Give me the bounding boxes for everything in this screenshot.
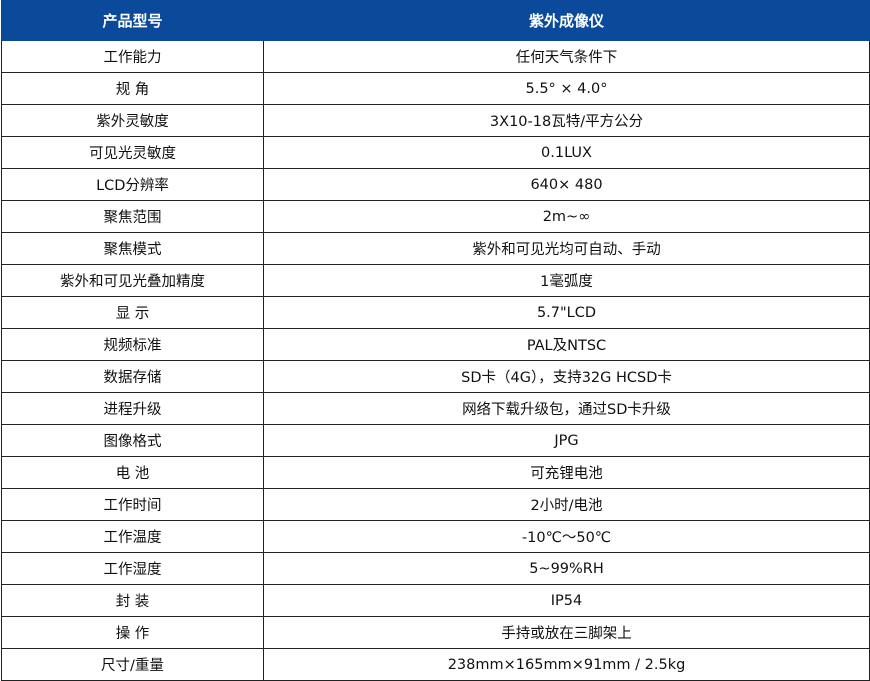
spec-label: 封 装 xyxy=(1,584,264,617)
spec-label: 图像格式 xyxy=(1,424,264,457)
table-row: 数据存储 SD卡（4G），支持32G HCSD卡 xyxy=(1,360,870,393)
table-row: 聚焦模式 紫外和可见光均可自动、手动 xyxy=(1,232,870,265)
spec-rows: 工作能力 任何天气条件下规 角 5.5° × 4.0° 紫外灵敏度 3X10-18瓦特/… xyxy=(1,40,870,681)
spec-value: -10℃～50℃ xyxy=(263,520,870,553)
spec-label: 规频标准 xyxy=(1,328,264,361)
header-row: 产品型号 紫外成像仪 xyxy=(1,0,870,41)
table-row: 工作湿度 5~99%RH xyxy=(1,552,870,585)
spec-label: 紫外灵敏度 xyxy=(1,104,264,137)
spec-value: 0.1LUX xyxy=(263,136,870,169)
spec-label: 尺寸/重量 xyxy=(1,648,264,681)
spec-value: JPG xyxy=(263,424,870,457)
spec-value: 5.7"LCD xyxy=(263,296,870,329)
spec-value: 640× 480 xyxy=(263,168,870,201)
spec-label: 进程升级 xyxy=(1,392,264,425)
table-row: 操 作手持或放在三脚架上 xyxy=(1,616,870,649)
spec-label: 聚焦范围 xyxy=(1,200,264,233)
spec-value: 2小时/电池 xyxy=(263,488,870,521)
table-row: 电 池可充锂电池 xyxy=(1,456,870,489)
spec-label: 操 作 xyxy=(1,616,264,649)
spec-value: 5.5° × 4.0° xyxy=(263,72,870,105)
spec-value: SD卡（4G），支持32G HCSD卡 xyxy=(263,360,870,393)
spec-label: 聚焦模式 xyxy=(1,232,264,265)
table-row: 紫外灵敏度 3X10-18瓦特/平方公分 xyxy=(1,104,870,137)
table-row: 工作温度 -10℃～50℃ xyxy=(1,520,870,553)
spec-label: 可见光灵敏度 xyxy=(1,136,264,169)
spec-label: 工作能力 xyxy=(1,40,264,73)
table-row: 规频标准 PAL及NTSC xyxy=(1,328,870,361)
spec-label: 工作时间 xyxy=(1,488,264,521)
spec-value: 238mm×165mm×91mm / 2.5kg xyxy=(263,648,870,681)
spec-label: 电 池 xyxy=(1,456,264,489)
header-product-name: 紫外成像仪 xyxy=(263,0,870,41)
spec-label: 工作湿度 xyxy=(1,552,264,585)
spec-value: IP54 xyxy=(263,584,870,617)
table-row: 进程升级 网络下载升级包，通过SD卡升级 xyxy=(1,392,870,425)
spec-value: 手持或放在三脚架上 xyxy=(263,616,870,649)
spec-label: 工作温度 xyxy=(1,520,264,553)
spec-label: 紫外和可见光叠加精度 xyxy=(1,264,264,297)
spec-label: LCD分辨率 xyxy=(1,168,264,201)
table-row: 图像格式 JPG xyxy=(1,424,870,457)
spec-value: 网络下载升级包，通过SD卡升级 xyxy=(263,392,870,425)
table-row: 尺寸/重量 238mm×165mm×91mm / 2.5kg xyxy=(1,648,870,681)
spec-value: 1毫弧度 xyxy=(263,264,870,297)
spec-value: 2m~∞ xyxy=(263,200,870,233)
table-row: 可见光灵敏度 0.1LUX xyxy=(1,136,870,169)
table-row: 紫外和可见光叠加精度 1毫弧度 xyxy=(1,264,870,297)
spec-label: 数据存储 xyxy=(1,360,264,393)
table-row: 工作时间 2小时/电池 xyxy=(1,488,870,521)
table-row: 工作能力 任何天气条件下 xyxy=(1,40,870,73)
table-row: 规 角 5.5° × 4.0° xyxy=(1,72,870,105)
table-row: 封 装 IP54 xyxy=(1,584,870,617)
spec-value: 可充锂电池 xyxy=(263,456,870,489)
spec-value: 5~99%RH xyxy=(263,552,870,585)
spec-value: 3X10-18瓦特/平方公分 xyxy=(263,104,870,137)
spec-label: 规 角 xyxy=(1,72,264,105)
table-row: 聚焦范围 2m~∞ xyxy=(1,200,870,233)
spec-value: 任何天气条件下 xyxy=(263,40,870,73)
spec-value: PAL及NTSC xyxy=(263,328,870,361)
spec-value: 紫外和可见光均可自动、手动 xyxy=(263,232,870,265)
table-row: 显 示 5.7"LCD xyxy=(1,296,870,329)
spec-label: 显 示 xyxy=(1,296,264,329)
table-row: LCD分辨率 640× 480 xyxy=(1,168,870,201)
header-model-label: 产品型号 xyxy=(1,0,264,41)
